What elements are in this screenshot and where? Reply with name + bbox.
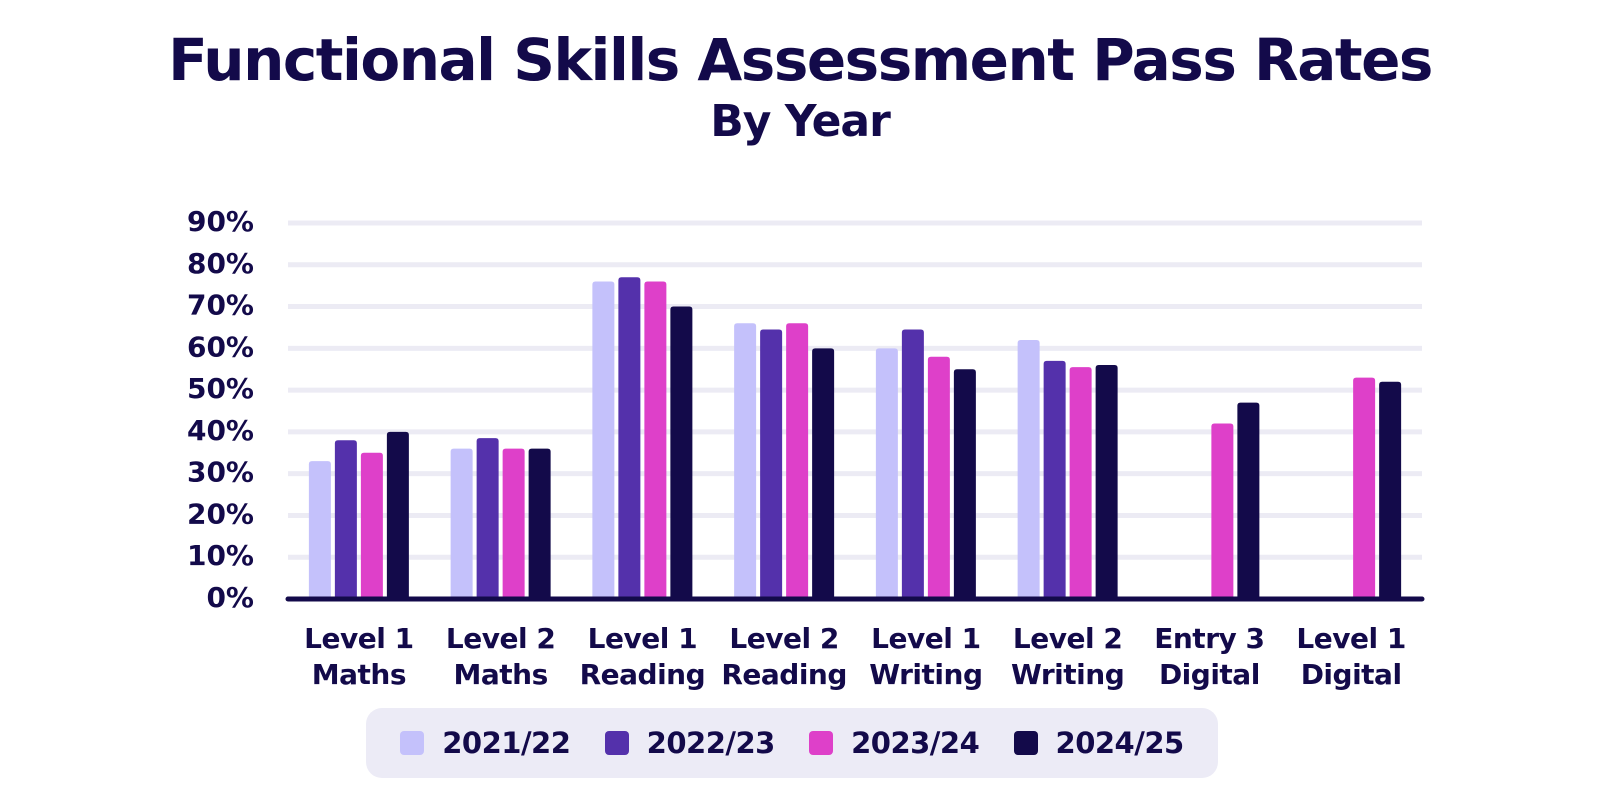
bar-2021-22-level-1-reading xyxy=(592,281,615,599)
x-tick-label-line: Level 1 xyxy=(304,622,413,655)
bar-2021-22-level-2-reading xyxy=(734,323,757,599)
bar-2022-23-level-1-writing xyxy=(901,329,924,599)
y-tick-label: 80% xyxy=(187,247,254,280)
bar-2022-23-level-2-reading xyxy=(760,329,783,599)
legend-swatch-2023-24 xyxy=(809,731,834,755)
bar-2022-23-level-2-maths xyxy=(476,438,499,599)
chart-title: Functional Skills Assessment Pass Rates xyxy=(168,26,1433,94)
x-tick-label: Level 2 Reading xyxy=(721,622,847,691)
legend-label-2024-25: 2024/25 xyxy=(1055,726,1185,760)
x-tick-label: Level 1 Maths xyxy=(304,622,413,691)
y-tick-label: 40% xyxy=(187,414,254,447)
bar-2023-24-level-1-maths xyxy=(360,452,383,599)
legend-label-2022-23: 2022/23 xyxy=(646,726,776,760)
chart-subtitle: By Year xyxy=(710,96,891,147)
bar-2024-25-entry-3-digital xyxy=(1237,402,1260,599)
bar-2023-24-level-2-maths xyxy=(502,448,525,599)
legend-swatch-2024-25 xyxy=(1013,731,1038,755)
bar-2022-23-level-2-writing xyxy=(1043,360,1066,599)
x-tick-label-line: Writing xyxy=(869,658,982,691)
legend-swatch-2022-23 xyxy=(604,731,629,755)
bar-2021-22-level-1-maths xyxy=(308,461,331,599)
x-tick-label: Level 2 Writing xyxy=(1011,622,1124,691)
x-tick-label-line: Writing xyxy=(1011,658,1124,691)
x-tick-label: Level 1 Reading xyxy=(580,622,706,691)
legend-item-2022-23: 2022/23 xyxy=(604,726,776,760)
bar-2024-25-level-1-maths xyxy=(386,431,409,599)
x-tick-label: Level 2 Maths xyxy=(446,622,555,691)
x-tick-label-line: Level 1 xyxy=(871,622,980,655)
bar-2024-25-level-2-writing xyxy=(1095,365,1118,599)
y-tick-label: 10% xyxy=(187,539,254,572)
bar-2023-24-level-2-writing xyxy=(1069,367,1092,599)
legend-label-2023-24: 2023/24 xyxy=(851,726,980,760)
bar-2023-24-level-1-writing xyxy=(927,356,950,599)
x-tick-label-line: Level 2 xyxy=(1013,622,1122,655)
legend-item-2021-22: 2021/22 xyxy=(400,726,571,760)
x-tick-label-line: Level 1 xyxy=(588,622,697,655)
bar-2023-24-level-1-reading xyxy=(644,281,667,599)
y-tick-label: 20% xyxy=(187,497,254,530)
legend-item-2024-25: 2024/25 xyxy=(1013,726,1185,760)
chart-legend: 2021/22 2022/23 2023/24 2024/25 xyxy=(366,708,1218,778)
bar-2024-25-level-2-reading xyxy=(812,348,835,599)
bar-2023-24-entry-3-digital xyxy=(1211,423,1234,599)
bar-2023-24-level-2-reading xyxy=(786,323,809,599)
x-tick-label-line: Reading xyxy=(721,658,847,691)
bar-2021-22-level-2-maths xyxy=(450,448,473,599)
bar-2024-25-level-1-reading xyxy=(670,306,693,599)
legend-label-2021-22: 2021/22 xyxy=(442,726,571,760)
y-tick-label: 50% xyxy=(187,372,254,405)
y-tick-label: 30% xyxy=(187,456,254,489)
x-tick-label-line: Level 2 xyxy=(729,622,838,655)
y-tick-label: 90% xyxy=(187,205,254,238)
bar-2024-25-level-2-maths xyxy=(528,448,551,599)
bar-2023-24-level-1-digital xyxy=(1353,377,1376,599)
x-tick-label: Level 1 Writing xyxy=(869,622,982,691)
x-tick-label-line: Maths xyxy=(454,658,548,691)
y-tick-label: 60% xyxy=(187,330,254,363)
legend-item-2023-24: 2023/24 xyxy=(809,726,980,760)
x-tick-label-line: Reading xyxy=(580,658,706,691)
x-tick-label-line: Level 1 xyxy=(1296,622,1405,655)
legend-swatch-2021-22 xyxy=(400,731,425,755)
x-tick-label-line: Digital xyxy=(1301,658,1402,691)
bar-2024-25-level-1-writing xyxy=(953,369,976,599)
x-tick-label: Level 1 Digital xyxy=(1296,622,1405,691)
bar-2022-23-level-1-reading xyxy=(618,277,641,599)
x-tick-label-line: Level 2 xyxy=(446,622,555,655)
bar-2021-22-level-1-writing xyxy=(875,348,898,599)
x-tick-label-line: Digital xyxy=(1159,658,1260,691)
y-tick-label: 0% xyxy=(206,581,254,614)
bar-2024-25-level-1-digital xyxy=(1379,381,1402,599)
x-tick-label: Entry 3 Digital xyxy=(1154,622,1264,691)
bar-2021-22-level-2-writing xyxy=(1017,339,1040,599)
x-tick-label-line: Maths xyxy=(312,658,406,691)
x-tick-label-line: Entry 3 xyxy=(1154,622,1264,655)
bar-2022-23-level-1-maths xyxy=(334,440,357,599)
y-tick-label: 70% xyxy=(187,289,254,322)
